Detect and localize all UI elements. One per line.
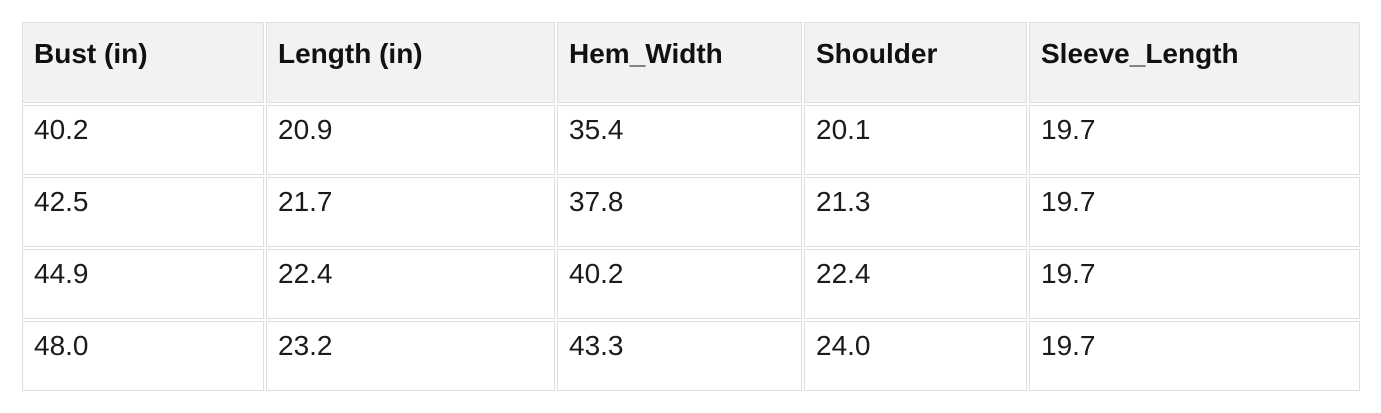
column-header-length: Length (in) bbox=[266, 22, 555, 103]
table-cell: 23.2 bbox=[266, 321, 555, 391]
table-cell: 35.4 bbox=[557, 105, 802, 175]
table-cell: 40.2 bbox=[22, 105, 264, 175]
table-row: 48.0 23.2 43.3 24.0 19.7 bbox=[22, 321, 1360, 391]
table-cell: 20.9 bbox=[266, 105, 555, 175]
table-cell: 22.4 bbox=[266, 249, 555, 319]
table-cell: 44.9 bbox=[22, 249, 264, 319]
table-cell: 21.7 bbox=[266, 177, 555, 247]
table-cell: 40.2 bbox=[557, 249, 802, 319]
table-cell: 20.1 bbox=[804, 105, 1027, 175]
table-row: 40.2 20.9 35.4 20.1 19.7 bbox=[22, 105, 1360, 175]
column-header-sleeve-length: Sleeve_Length bbox=[1029, 22, 1360, 103]
table-cell: 24.0 bbox=[804, 321, 1027, 391]
table-cell: 48.0 bbox=[22, 321, 264, 391]
table-cell: 19.7 bbox=[1029, 249, 1360, 319]
table-cell: 42.5 bbox=[22, 177, 264, 247]
column-header-hem-width: Hem_Width bbox=[557, 22, 802, 103]
table-cell: 37.8 bbox=[557, 177, 802, 247]
column-header-bust: Bust (in) bbox=[22, 22, 264, 103]
table-header-row: Bust (in) Length (in) Hem_Width Shoulder… bbox=[22, 22, 1360, 103]
column-header-shoulder: Shoulder bbox=[804, 22, 1027, 103]
table-cell: 19.7 bbox=[1029, 321, 1360, 391]
data-table: Bust (in) Length (in) Hem_Width Shoulder… bbox=[20, 20, 1362, 393]
table-row: 42.5 21.7 37.8 21.3 19.7 bbox=[22, 177, 1360, 247]
table-cell: 21.3 bbox=[804, 177, 1027, 247]
table-cell: 22.4 bbox=[804, 249, 1027, 319]
table-row: 44.9 22.4 40.2 22.4 19.7 bbox=[22, 249, 1360, 319]
table-cell: 19.7 bbox=[1029, 177, 1360, 247]
table-cell: 19.7 bbox=[1029, 105, 1360, 175]
table-cell: 43.3 bbox=[557, 321, 802, 391]
